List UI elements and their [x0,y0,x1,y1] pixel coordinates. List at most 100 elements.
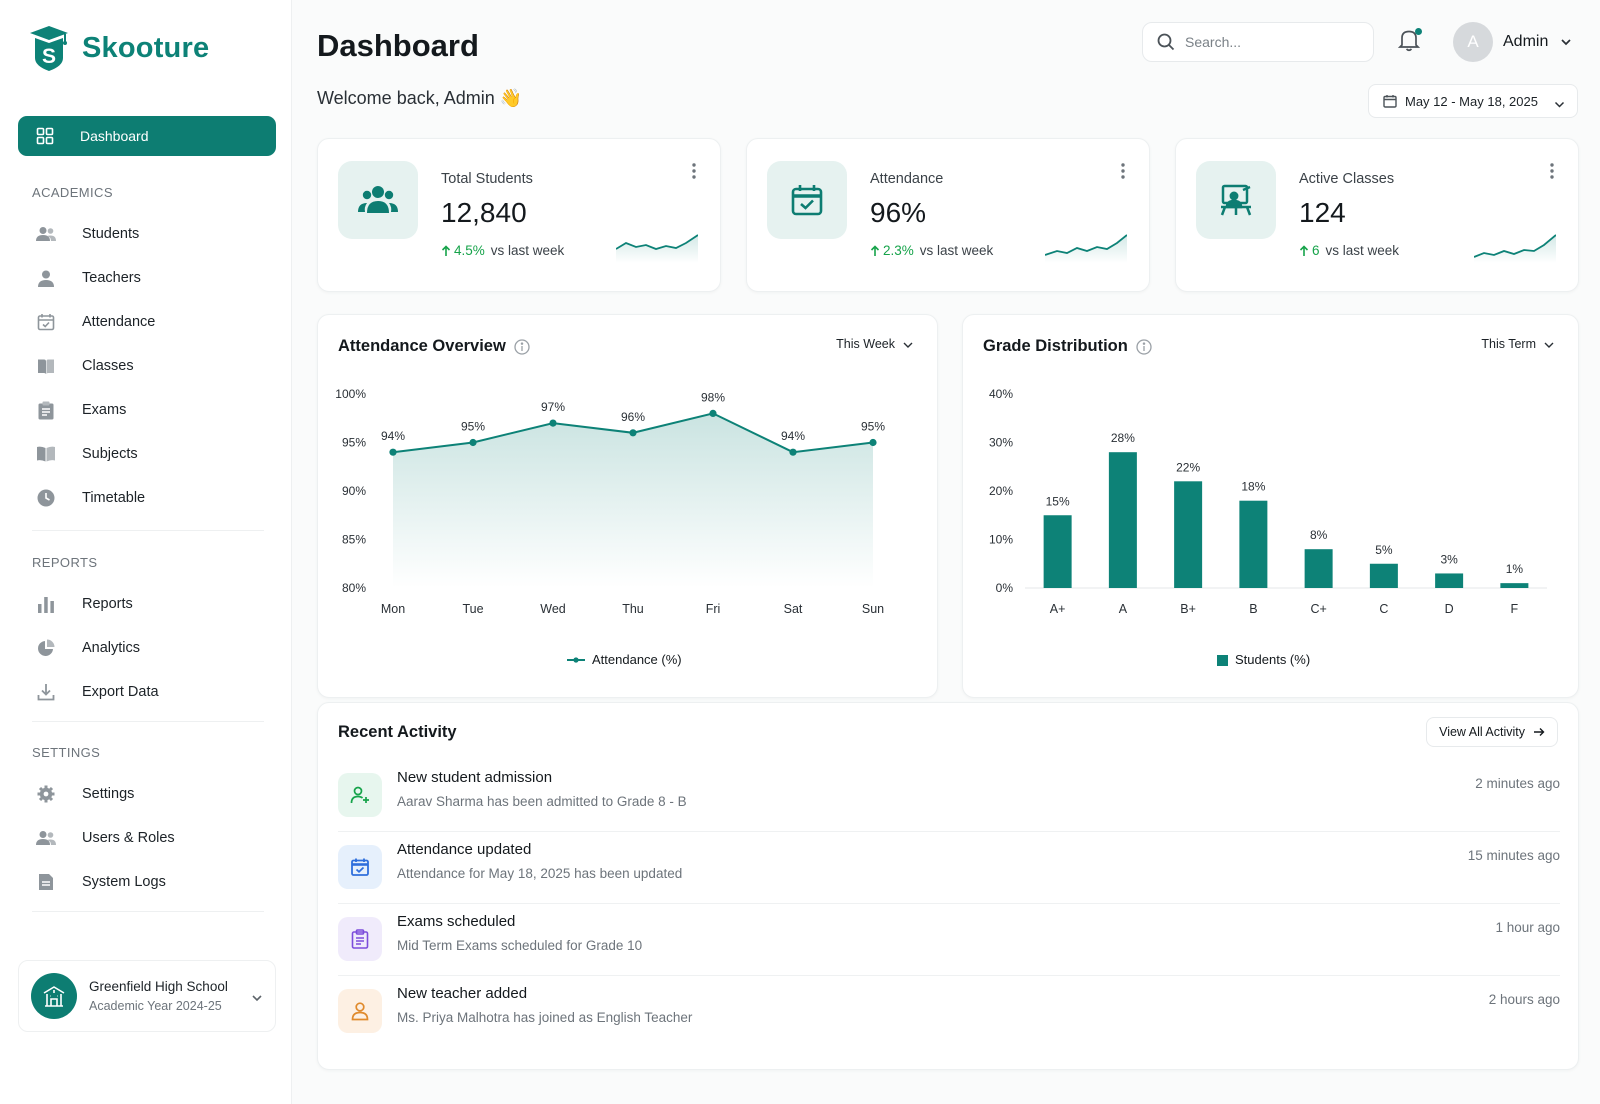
sidebar-item-label: Analytics [82,640,141,656]
data-label: 95% [461,420,485,434]
sidebar-divider [32,911,264,912]
brand[interactable]: S Skooture [28,24,209,72]
stat-value: 96% [870,197,927,228]
stat-delta: 2.3% vs last week [870,243,993,258]
chart-title-text: Grade Distribution [983,337,1128,355]
info-icon[interactable] [1136,338,1152,355]
activity-time: 2 minutes ago [1475,776,1560,791]
sidebar-item-students[interactable]: Students [36,222,139,246]
activity-item[interactable]: Attendance updated Attendance for May 18,… [338,841,1560,907]
data-point [469,438,477,447]
sidebar-item-attendance[interactable]: Attendance [36,310,155,334]
sidebar-item-label: System Logs [82,874,166,890]
sidebar: S Skooture Dashboard ACADEMICS Students … [0,0,292,1104]
activity-time: 15 minutes ago [1467,848,1560,863]
more-options-icon[interactable] [692,163,696,184]
activity-description: Mid Term Exams scheduled for Grade 10 [397,938,643,953]
sidebar-item-teachers[interactable]: Teachers [36,266,141,290]
activity-item[interactable]: New teacher added Ms. Priya Malhotra has … [338,985,1560,1051]
data-label: 8% [1310,528,1328,542]
sidebar-item-subjects[interactable]: Subjects [36,442,138,466]
activity-title: New student admission [397,769,553,786]
attendance-overview-card: Attendance Overview This Week 80% 85% 90% 9… [317,314,938,698]
clock-icon [36,488,56,508]
activity-title: Exams scheduled [397,913,516,930]
sidebar-item-system-logs[interactable]: System Logs [36,870,166,894]
arrow-up-icon [870,244,880,256]
user-menu[interactable]: A Admin [1453,22,1572,62]
x-tick-label: Sun [862,602,884,616]
sidebar-item-classes[interactable]: Classes [36,354,134,378]
activity-item[interactable]: Exams scheduled Mid Term Exams scheduled … [338,913,1560,979]
sidebar-item-settings[interactable]: Settings [36,782,134,806]
grade-period-select[interactable]: This Term [1481,337,1554,351]
x-tick-label: A+ [1050,602,1066,616]
attendance-period-select[interactable]: This Week [836,337,913,351]
sidebar-item-exams[interactable]: Exams [36,398,126,422]
page-title: Dashboard [317,28,479,63]
date-range-picker[interactable]: May 12 - May 18, 2025 [1368,84,1578,118]
logo-icon: S [30,26,68,71]
data-label: 5% [1375,543,1393,557]
more-options-icon[interactable] [1121,163,1125,184]
stat-delta-up: 4.5% [441,243,485,258]
bar [1369,563,1398,588]
section-label-settings: SETTINGS [32,745,101,760]
search-input[interactable] [1185,34,1355,50]
svg-text:S: S [42,45,56,68]
data-label: 18% [1241,480,1265,494]
sidebar-item-export-data[interactable]: Export Data [36,680,159,704]
view-all-activity-button[interactable]: View All Activity [1426,717,1558,747]
sidebar-item-label: Attendance [82,314,156,330]
download-icon [36,682,56,702]
chevron-down-icon [1544,337,1554,351]
data-label: 15% [1046,494,1070,508]
stat-label: Total Students [441,171,533,187]
gear-icon [36,784,56,804]
user-plus-icon [338,773,382,817]
stat-delta-suffix: vs last week [1325,243,1400,258]
stat-delta-value: 6 [1312,243,1320,258]
sidebar-item-dashboard[interactable]: Dashboard [18,116,276,156]
avatar: A [1453,22,1493,62]
sidebar-item-analytics[interactable]: Analytics [36,636,140,660]
activity-item[interactable]: New student admission Aarav Sharma has be… [338,769,1560,835]
stat-delta: 6 vs last week [1299,243,1399,258]
row-divider [338,903,1560,904]
section-label-academics: ACADEMICS [32,185,113,200]
x-tick-label: A [1119,602,1128,616]
stat-value: 12,840 [441,197,527,228]
x-tick-label: C [1379,602,1388,616]
button-label: View All Activity [1439,725,1525,739]
notifications-button[interactable] [1398,28,1422,52]
calendar-check-icon [338,845,382,889]
filter-label: This Week [836,337,895,351]
x-tick-label: Fri [706,602,721,616]
grade-bar-chart: 0% 10% 20% 30% 40% 15% A+ 28% A 22% B+ 18% B 8% C+ 5% C 3… [989,387,1547,667]
brand-name: Skooture [82,31,210,64]
sidebar-item-users-roles[interactable]: Users & Roles [36,826,175,850]
data-label: 95% [861,420,885,434]
stat-card-active-classes: Active Classes 124 6 vs last week [1175,138,1579,292]
sidebar-divider [32,721,264,722]
data-point [389,448,397,456]
y-tick-label: 90% [342,484,366,498]
more-options-icon[interactable] [1550,163,1554,184]
data-point [549,419,557,427]
sparkline [1045,234,1127,263]
data-label: 1% [1506,562,1524,576]
school-switcher[interactable]: Greenfield High School Academic Year 202… [18,960,276,1032]
stat-delta: 4.5% vs last week [441,243,564,258]
sparkline [616,234,698,263]
calendar-check-icon [767,161,847,239]
arrow-up-icon [1299,244,1309,256]
search-box[interactable] [1142,22,1374,62]
users-icon [36,224,56,244]
attendance-line-chart: 80% 85% 90% 95% 100% 94% Mon 95% Tue 97% Wed 96% Thu… [335,387,885,667]
sidebar-item-label: Teachers [82,270,141,286]
sidebar-item-timetable[interactable]: Timetable [36,486,145,510]
info-icon[interactable] [514,338,530,355]
sidebar-item-reports[interactable]: Reports [36,592,133,616]
chevron-down-icon [1560,33,1572,51]
y-tick-label: 95% [342,436,366,450]
